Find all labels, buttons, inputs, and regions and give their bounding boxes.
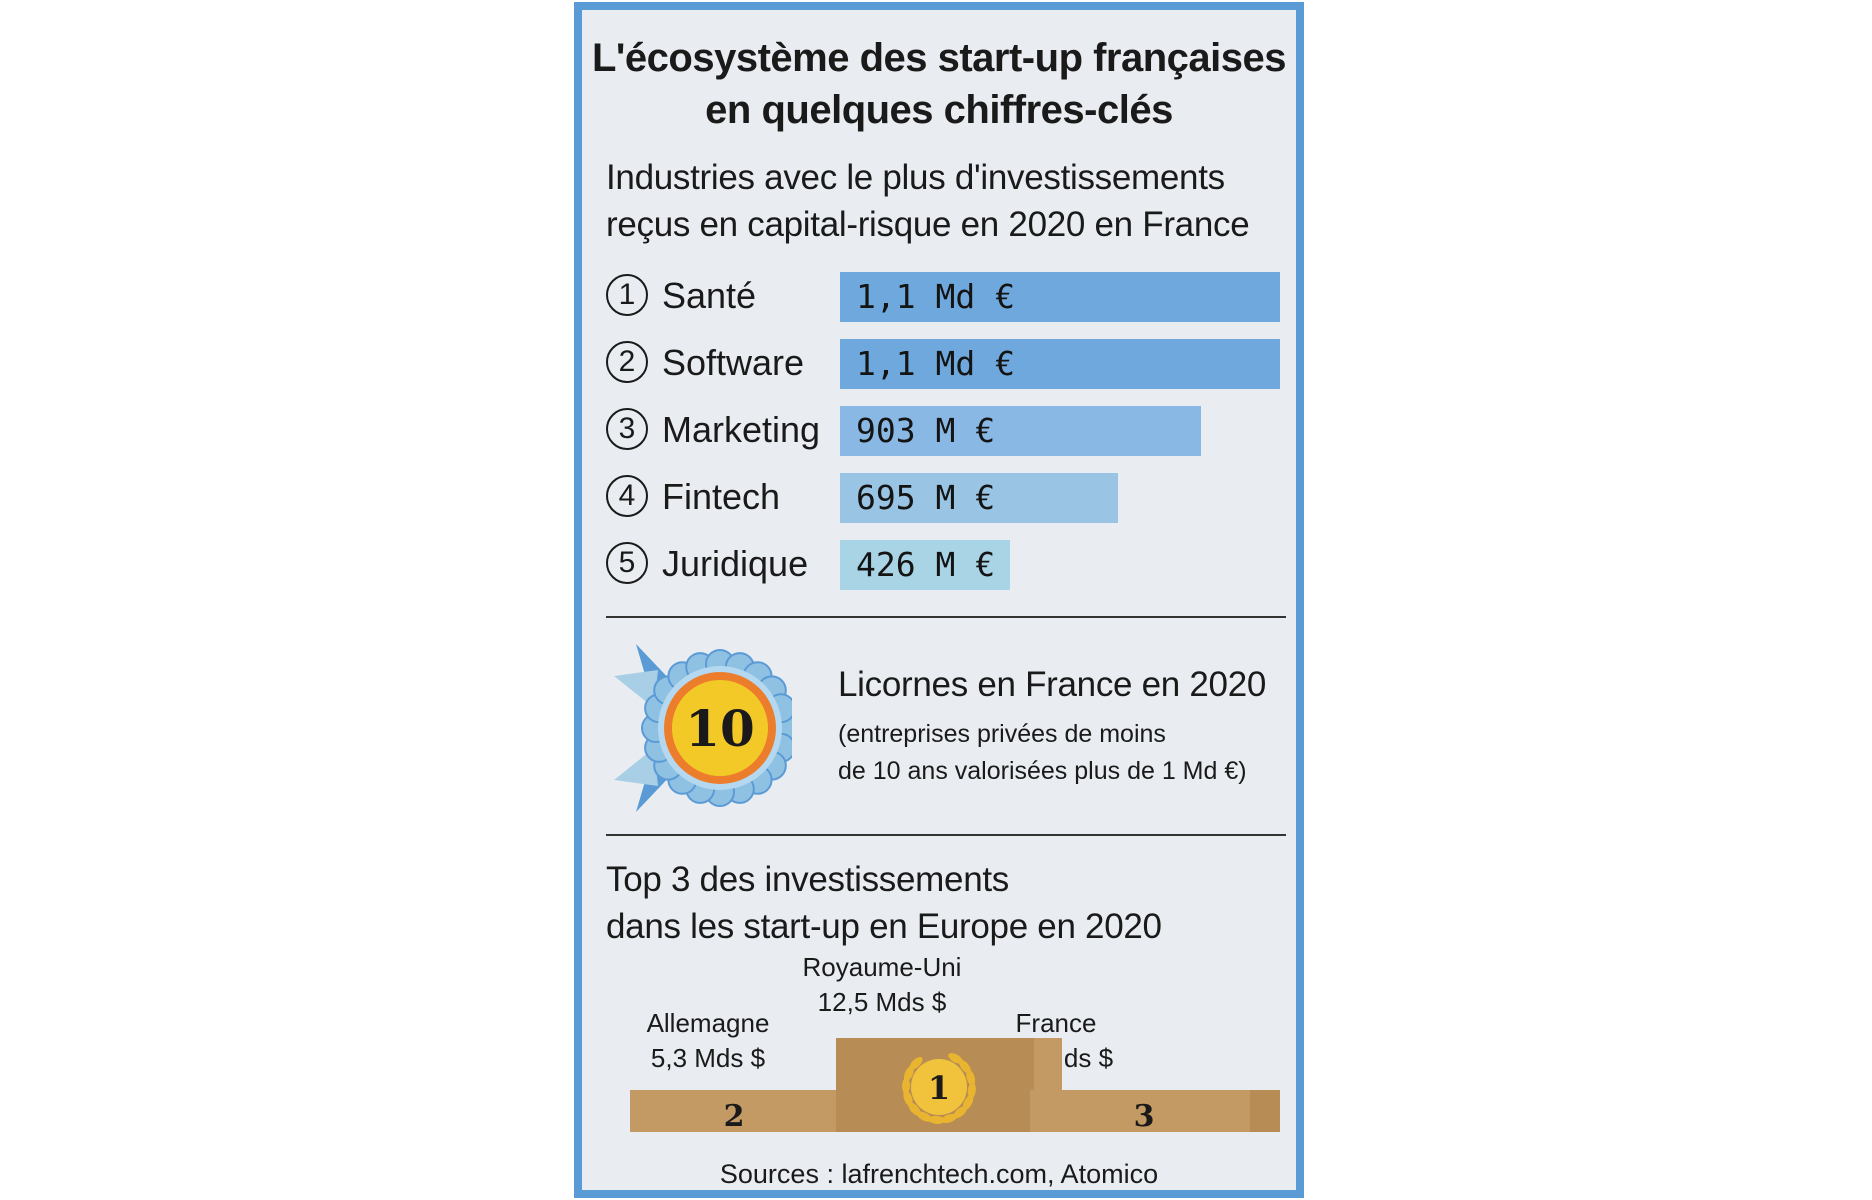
- laurel-wreath-icon: [901, 1053, 976, 1124]
- rank-number: 1: [606, 274, 648, 316]
- third-country: France: [1015, 1008, 1097, 1038]
- second-rank: 2: [724, 1099, 745, 1132]
- rank-number: 2: [606, 341, 648, 383]
- divider-2: [606, 834, 1286, 836]
- second-amount: 5,3 Mds $: [650, 1043, 766, 1073]
- bar-category-label: Santé: [662, 275, 757, 316]
- bar-category-label: Juridique: [662, 543, 809, 584]
- rank-number: 3: [606, 408, 648, 450]
- unicorns-desc-line-1: (entreprises privées de moins: [838, 720, 1166, 748]
- unicorns-title: Licornes en France en 2020: [838, 665, 1267, 704]
- bar-value-label: 903 M €: [856, 411, 996, 450]
- bar-value-label: 695 M €: [856, 478, 996, 517]
- second-country: Allemagne: [646, 1008, 770, 1038]
- unicorn-count: 10: [685, 699, 755, 758]
- europe-title: Top 3 des investissements dans les start…: [606, 856, 1286, 950]
- bar-row: 4 Fintech 695 M €: [606, 471, 1286, 523]
- europe-podium: Royaume-Uni 12,5 Mds $ Allemagne 5,3 Mds…: [582, 950, 1296, 1150]
- bar-category-label: Software: [662, 342, 805, 383]
- industries-title-line-1: Industries avec le plus d'investissement…: [606, 158, 1225, 197]
- rank-number: 4: [606, 475, 648, 517]
- page-title: L'écosystème des start-up françaises en …: [582, 32, 1296, 136]
- bar-row: 2 Software 1,1 Md €: [606, 337, 1286, 389]
- bar: [840, 473, 1118, 523]
- first-country: Royaume-Uni: [802, 952, 962, 982]
- bar-row: 1 Santé 1,1 Md €: [606, 270, 1286, 322]
- bar-value-label: 426 M €: [856, 545, 996, 584]
- bar: [840, 272, 1280, 322]
- bar-value-label: 1,1 Md €: [856, 277, 1015, 316]
- unicorns-desc-line-2: de 10 ans valorisées plus de 1 Md €): [838, 757, 1247, 785]
- bar-category-label: Fintech: [662, 476, 781, 517]
- infographic-card: L'écosystème des start-up françaises en …: [574, 2, 1304, 1198]
- europe-title-line-2: dans les start-up en Europe en 2020: [606, 907, 1162, 946]
- second-place-label: Allemagne 5,3 Mds $: [618, 1006, 798, 1076]
- bar: [840, 339, 1280, 389]
- rank-number: 5: [606, 542, 648, 584]
- sources: Sources : lafrenchtech.com, Atomico: [719, 1159, 1159, 1189]
- bar-row: 5 Juridique 426 M €: [606, 538, 1286, 590]
- podium-graphic: 1 2 3: [630, 1038, 1280, 1132]
- first-rank: 1: [928, 1069, 950, 1107]
- third-rank: 3: [1134, 1099, 1155, 1132]
- bar: [840, 406, 1201, 456]
- unicorns-description: (entreprises privées de moins de 10 ans …: [838, 716, 1278, 790]
- podium-step-2: [630, 1090, 840, 1132]
- first-place-label: Royaume-Uni 12,5 Mds $: [762, 950, 1002, 1020]
- title-line-2: en quelques chiffres-clés: [705, 88, 1173, 132]
- divider-1: [606, 616, 1286, 618]
- industries-title: Industries avec le plus d'investissement…: [606, 154, 1286, 248]
- bar-value-label: 1,1 Md €: [856, 344, 1015, 383]
- bar-category-label: Marketing: [662, 409, 821, 450]
- industries-title-line-2: reçus en capital-risque en 2020 en Franc…: [606, 205, 1250, 244]
- europe-title-line-1: Top 3 des investissements: [606, 860, 1009, 899]
- bar: [840, 540, 1010, 590]
- unicorn-medal-icon: 10: [614, 644, 792, 812]
- title-line-1: L'écosystème des start-up françaises: [591, 36, 1287, 80]
- first-amount: 12,5 Mds $: [817, 987, 947, 1017]
- bar-row: 3 Marketing 903 M €: [606, 404, 1286, 456]
- podium-step-3: [1030, 1090, 1280, 1132]
